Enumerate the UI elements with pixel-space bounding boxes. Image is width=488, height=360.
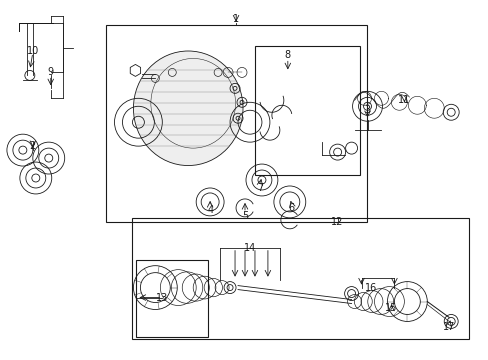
Text: 14: 14: [244, 243, 256, 253]
Text: 15: 15: [385, 302, 397, 312]
Text: 16: 16: [365, 283, 377, 293]
Text: 1: 1: [232, 14, 239, 24]
Text: 9: 9: [48, 67, 54, 77]
Bar: [132, 218, 468, 339]
Bar: [105, 24, 366, 222]
Ellipse shape: [133, 51, 243, 166]
Text: 2: 2: [30, 141, 36, 151]
Text: 13: 13: [156, 293, 168, 302]
Bar: [136, 260, 208, 337]
Text: 11: 11: [397, 95, 409, 105]
Text: 5: 5: [242, 211, 247, 221]
Text: 7: 7: [256, 183, 263, 193]
Text: 4: 4: [206, 205, 213, 215]
Text: 3: 3: [364, 105, 370, 115]
Text: 6: 6: [288, 203, 294, 213]
Text: 17: 17: [442, 323, 454, 332]
Bar: [254, 45, 359, 175]
Text: 10: 10: [27, 45, 39, 55]
Text: 8: 8: [284, 50, 290, 60]
Text: 12: 12: [331, 217, 343, 227]
